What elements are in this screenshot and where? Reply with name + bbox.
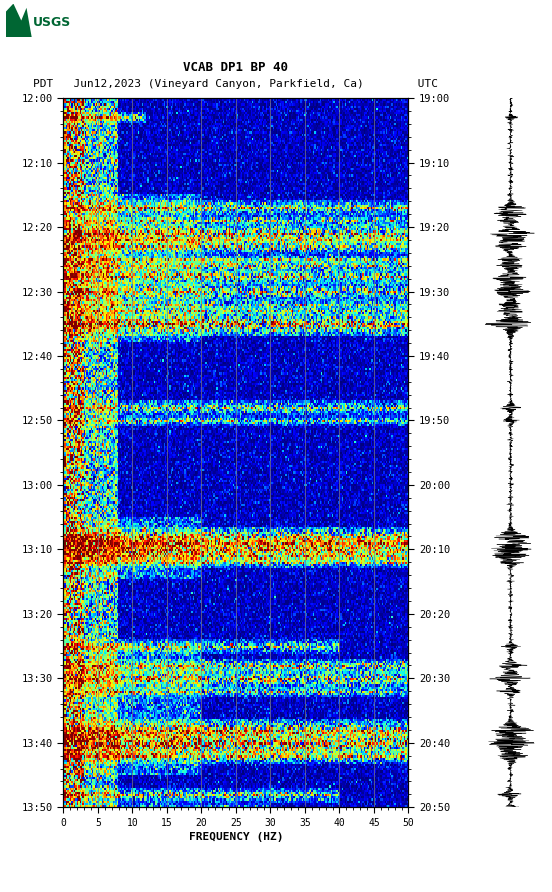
Text: USGS: USGS [33, 16, 71, 29]
Text: PDT   Jun12,2023 (Vineyard Canyon, Parkfield, Ca)        UTC: PDT Jun12,2023 (Vineyard Canyon, Parkfie… [34, 78, 438, 89]
Polygon shape [6, 4, 31, 37]
X-axis label: FREQUENCY (HZ): FREQUENCY (HZ) [189, 832, 283, 842]
Text: VCAB DP1 BP 40: VCAB DP1 BP 40 [183, 62, 289, 74]
